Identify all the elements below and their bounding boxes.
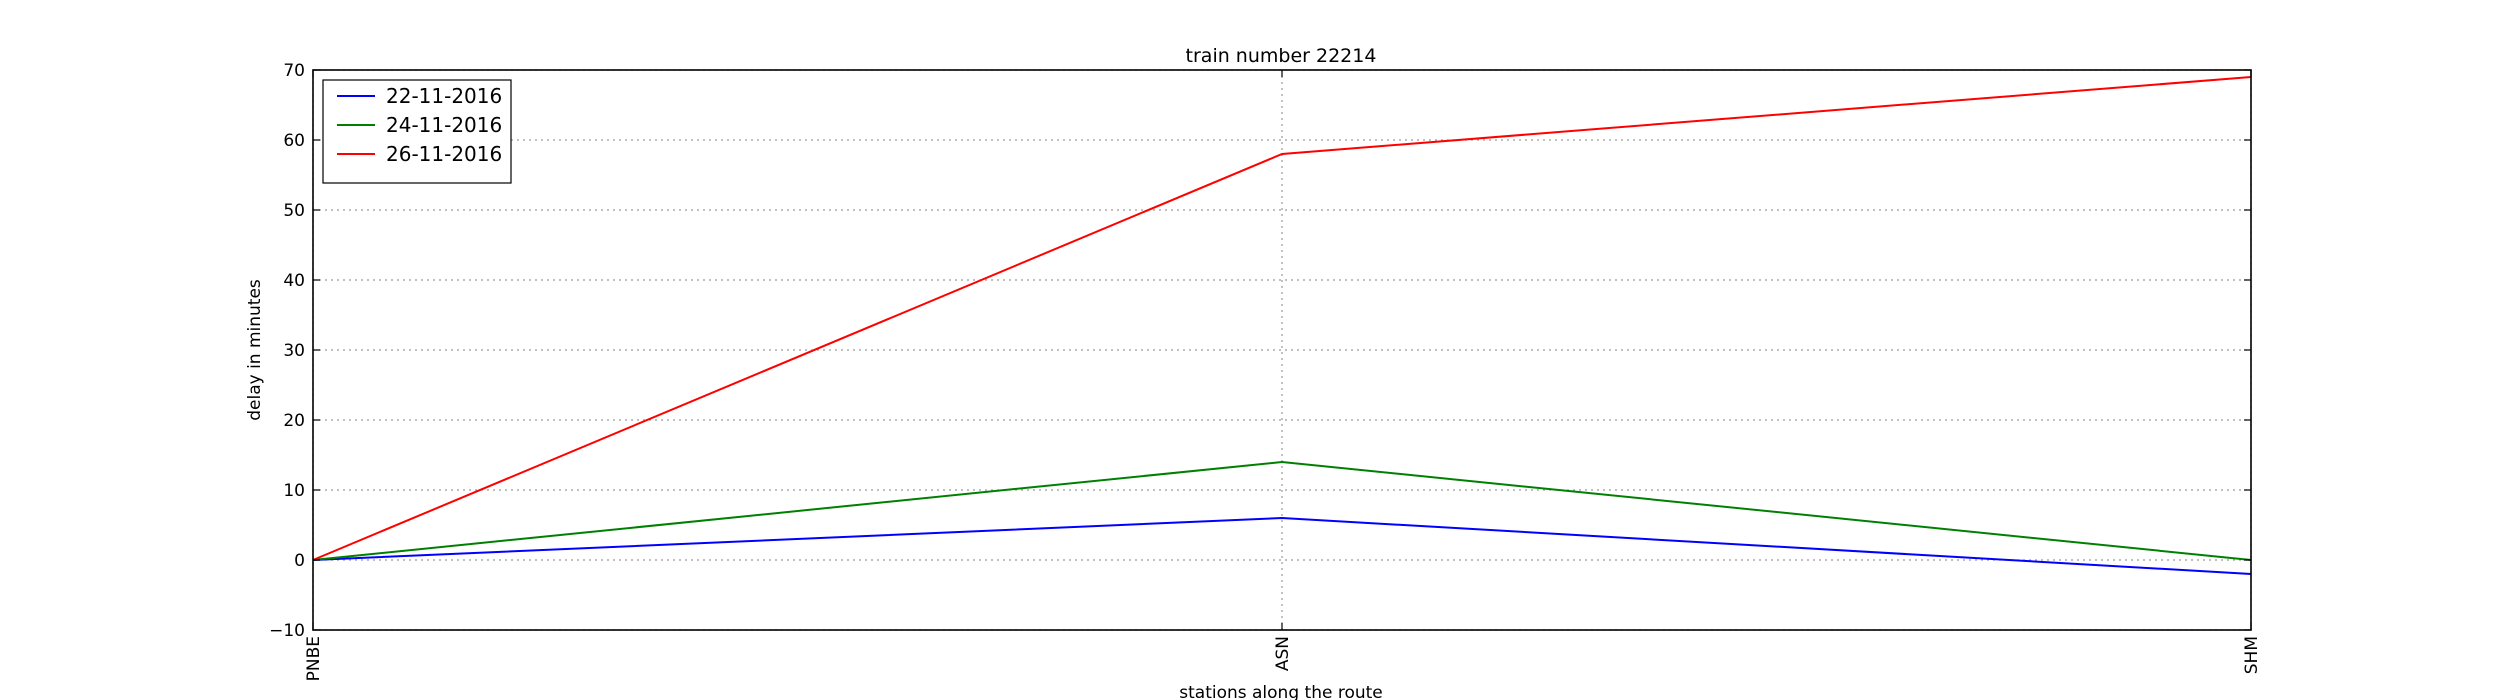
y-tick-label: 30 (283, 341, 305, 361)
y-tick-label: 20 (283, 411, 305, 431)
legend-label: 26-11-2016 (386, 142, 502, 166)
legend: 22-11-2016 24-11-2016 26-11-2016 (322, 79, 512, 184)
y-axis-label: delay in minutes (245, 279, 265, 421)
y-tick-label: 0 (294, 551, 305, 571)
series-line (312, 516, 2252, 575)
y-tick-label: −10 (269, 621, 305, 641)
y-tick-label: 70 (283, 61, 305, 81)
x-axis-label: stations along the route (1179, 683, 1383, 700)
x-tick-labels: PNBE ASN SHM (304, 636, 2262, 681)
chart-title: train number 22214 (1186, 45, 1377, 67)
y-tick-label: 60 (283, 131, 305, 151)
y-tick-label: 10 (283, 481, 305, 501)
legend-label: 24-11-2016 (386, 113, 502, 137)
x-tick-label: ASN (1273, 636, 1293, 671)
series-line (312, 460, 2252, 561)
x-tick-label: SHM (2242, 636, 2262, 674)
y-tick-labels: −10 0 10 20 30 40 50 60 70 (269, 61, 305, 641)
axis-ticks (312, 69, 2252, 631)
y-tick-label: 40 (283, 271, 305, 291)
x-tick-label: PNBE (304, 636, 324, 681)
series-lines (312, 76, 2252, 575)
y-tick-label: 50 (283, 201, 305, 221)
series-line (312, 76, 2252, 561)
legend-label: 22-11-2016 (386, 84, 502, 108)
legend-frame (322, 79, 512, 184)
